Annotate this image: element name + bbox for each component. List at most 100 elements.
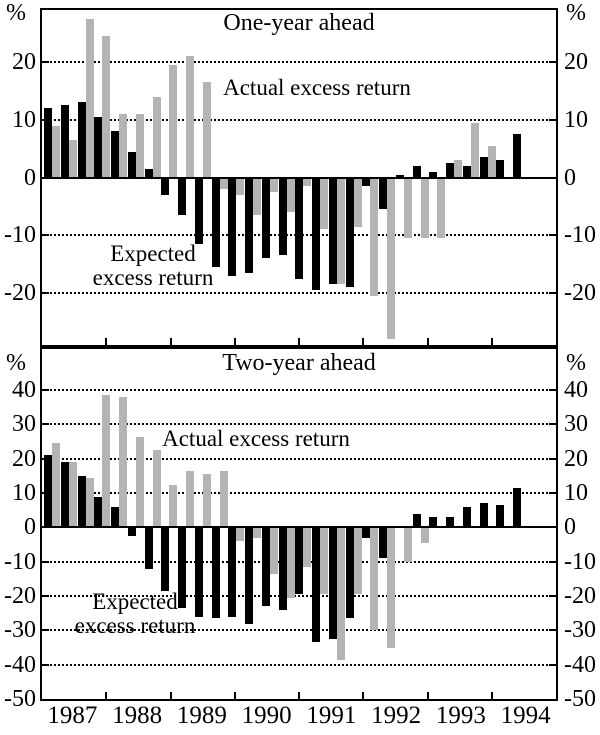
bar-expected-excess-return [60, 105, 69, 178]
bar-expected-excess-return [194, 177, 203, 244]
bar-actual-excess-return [487, 145, 496, 178]
gridline--30 [42, 629, 556, 632]
bar-expected-excess-return [328, 527, 337, 639]
bar-actual-excess-return [68, 139, 77, 178]
bar-expected-excess-return [295, 177, 304, 279]
gridline--20 [42, 292, 556, 295]
bar-expected-excess-return [127, 151, 136, 178]
bar-expected-excess-return [144, 527, 153, 569]
percent-unit-bottom-left: % [6, 350, 26, 376]
expected-label-line2: excess return [92, 265, 214, 290]
y-axis-label: 10 [564, 480, 588, 507]
bar-actual-excess-return [387, 527, 395, 648]
x-axis-year-tick [233, 338, 236, 345]
bar-expected-excess-return [261, 177, 270, 259]
gridline--20 [42, 595, 556, 598]
expected-label-line1: Expected [92, 589, 178, 614]
y-axis-label: 40 [564, 377, 588, 404]
bar-actual-excess-return [202, 474, 211, 528]
bar-actual-excess-return [236, 177, 245, 195]
y-axis-tick [42, 423, 49, 426]
bar-actual-excess-return [169, 64, 178, 178]
percent-unit-bottom-right: % [566, 350, 586, 376]
bar-actual-excess-return [370, 527, 379, 631]
one-year-ahead-chart-panel [40, 8, 558, 347]
bar-actual-excess-return [269, 527, 278, 574]
x-axis-year-label: 1989 [176, 702, 227, 729]
expected-label-line1: Expected [110, 241, 196, 266]
y-axis-tick [549, 629, 556, 632]
x-axis-year-tick [298, 338, 300, 345]
bar-expected-excess-return [312, 177, 320, 291]
y-axis-tick [42, 292, 49, 295]
zero-axis-line [42, 526, 556, 529]
y-axis-label: 20 [12, 48, 36, 75]
bar-expected-excess-return [77, 475, 86, 528]
y-axis-tick [549, 234, 556, 237]
y-axis-tick [549, 663, 556, 666]
bar-expected-excess-return [194, 527, 203, 617]
y-axis-tick [42, 60, 49, 63]
bar-expected-excess-return [144, 168, 153, 178]
zero-axis-line [42, 176, 556, 179]
y-axis-label: -20 [4, 583, 36, 610]
bar-expected-excess-return [513, 487, 521, 528]
bar-expected-excess-return [412, 165, 421, 178]
bar-expected-excess-return [412, 513, 421, 528]
bar-actual-excess-return [403, 527, 412, 562]
bar-expected-excess-return [261, 527, 270, 607]
percent-unit-top-left: % [6, 0, 26, 26]
gridline-20 [42, 457, 556, 460]
bar-expected-excess-return [479, 157, 488, 178]
x-axis-year-tick [426, 692, 429, 699]
bar-expected-excess-return [328, 177, 337, 285]
x-axis-year-tick [362, 692, 365, 699]
y-axis-tick [549, 457, 556, 460]
bar-actual-excess-return [186, 56, 194, 178]
actual-excess-return-label-top: Actual excess return [223, 75, 411, 100]
bar-actual-excess-return [370, 177, 379, 296]
y-axis-label: -10 [4, 222, 36, 249]
bar-actual-excess-return [253, 177, 261, 216]
bar-expected-excess-return [94, 116, 103, 178]
y-axis-label: 10 [12, 480, 36, 507]
gridline-30 [42, 423, 556, 426]
bar-actual-excess-return [320, 177, 328, 230]
x-axis-year-tick [490, 338, 493, 345]
x-axis-year-label: 1991 [306, 702, 357, 729]
bar-expected-excess-return [446, 517, 454, 528]
bar-actual-excess-return [470, 122, 479, 178]
bar-expected-excess-return [462, 506, 471, 528]
x-axis-year-label: 1993 [435, 702, 486, 729]
bar-expected-excess-return [362, 177, 371, 187]
y-axis-label: -40 [4, 651, 36, 678]
y-axis-label: -10 [564, 548, 596, 575]
bar-actual-excess-return [336, 177, 345, 285]
y-axis-label: -30 [564, 617, 596, 644]
bar-expected-excess-return [295, 527, 304, 595]
bar-expected-excess-return [111, 131, 119, 178]
y-axis-tick [42, 492, 49, 495]
x-axis-year-tick [426, 338, 429, 345]
y-axis-label: -40 [564, 651, 596, 678]
y-axis-tick [549, 560, 556, 563]
bar-actual-excess-return [102, 35, 111, 178]
expected-excess-return-label-bottom: Expected excess return [35, 590, 235, 638]
x-axis-year-tick [298, 692, 300, 699]
x-axis-year-label: 1988 [112, 702, 163, 729]
x-axis-year-tick [169, 338, 172, 345]
bar-expected-excess-return [60, 462, 69, 528]
y-axis-tick [42, 389, 49, 392]
bar-actual-excess-return [152, 450, 161, 528]
y-axis-label: 30 [564, 411, 588, 438]
x-axis-year-label: 1994 [500, 702, 551, 729]
bar-actual-excess-return [102, 395, 111, 528]
bar-actual-excess-return [336, 527, 345, 660]
x-axis-year-tick [105, 338, 108, 345]
y-axis-label: -20 [4, 280, 36, 307]
bar-actual-excess-return [320, 527, 328, 595]
x-axis-year-tick [105, 692, 108, 699]
y-axis-label: 0 [24, 164, 36, 191]
y-axis-tick [549, 389, 556, 392]
bar-actual-excess-return [119, 397, 127, 528]
